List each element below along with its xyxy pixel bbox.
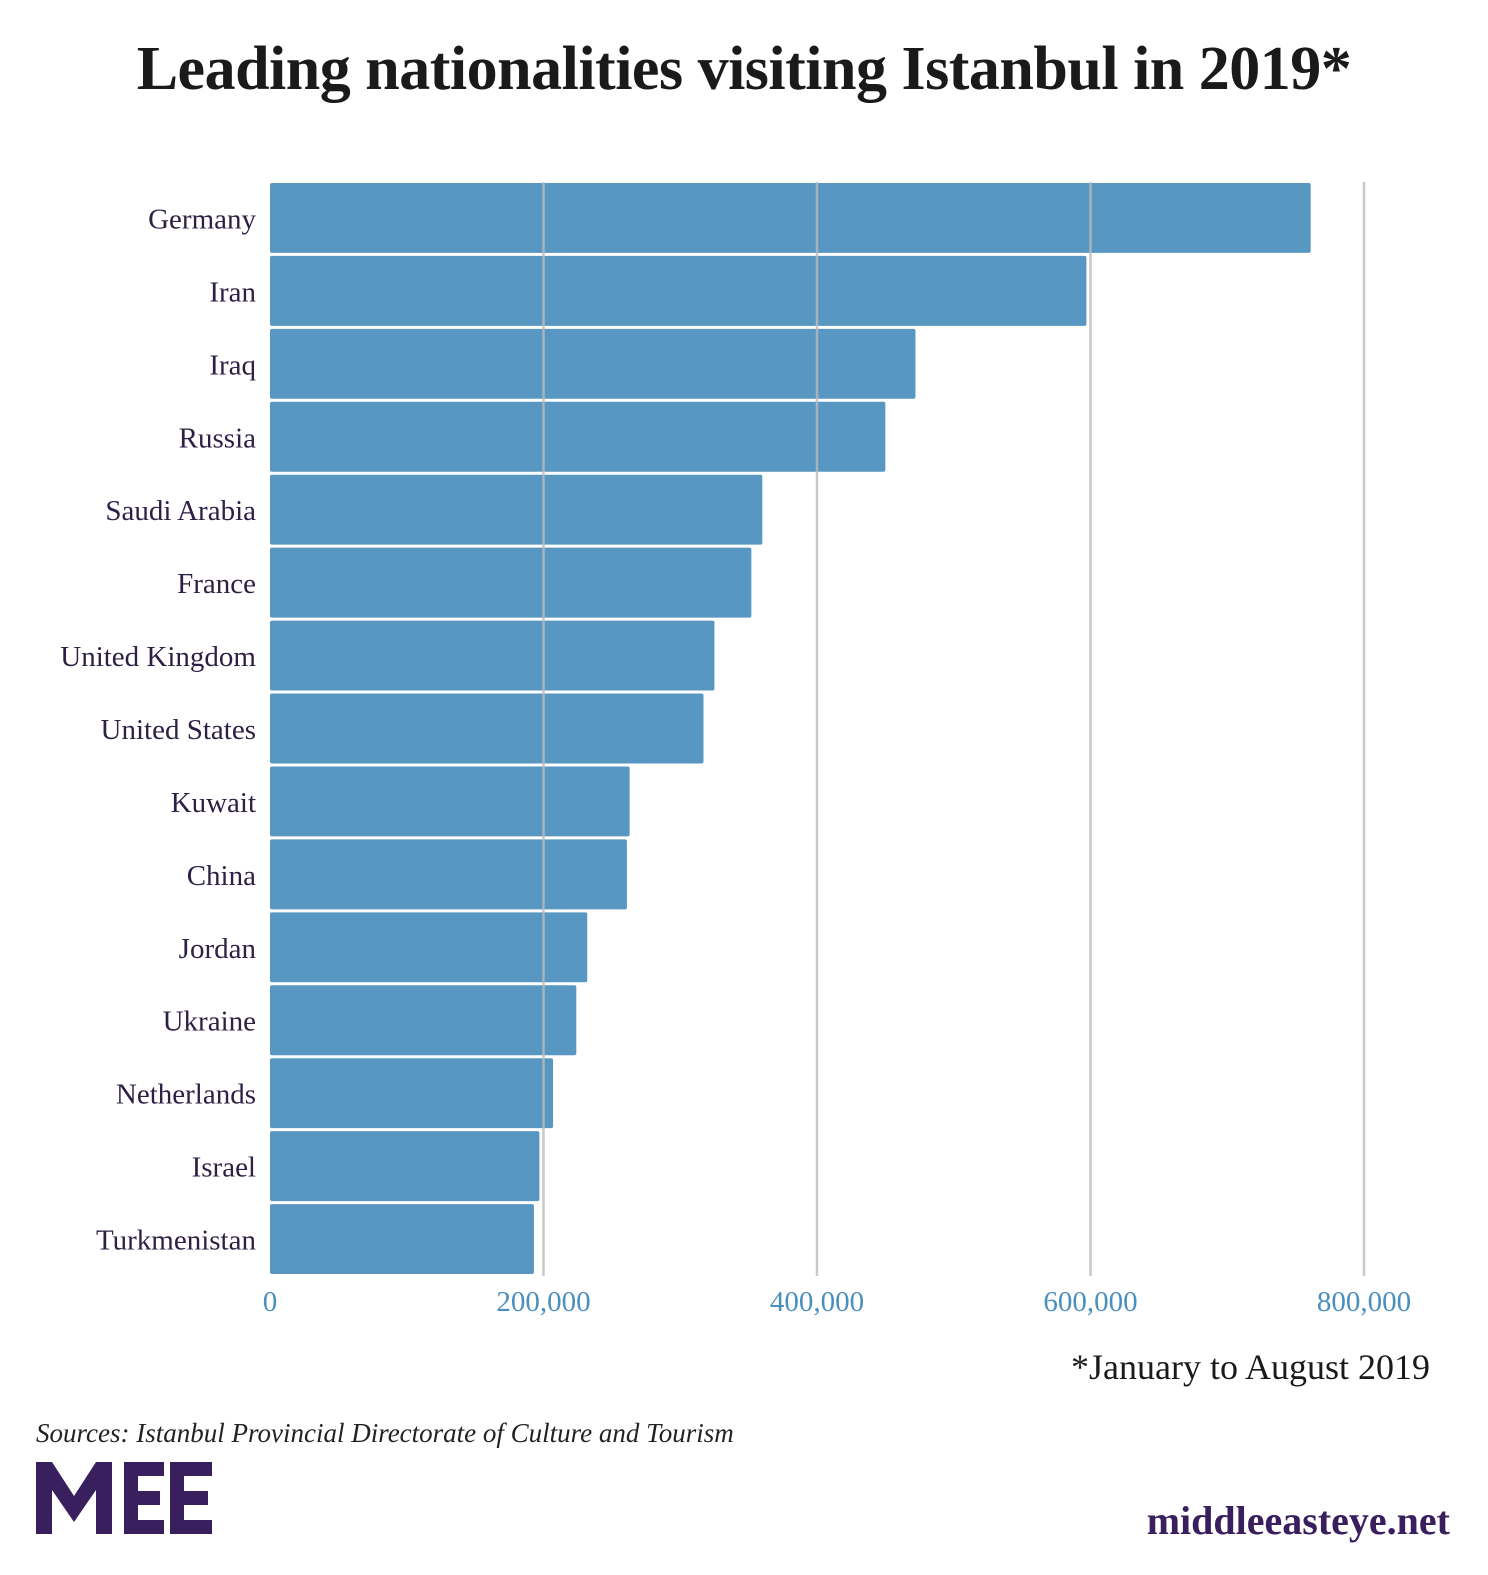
site-url: middleeasteye.net [1146,1498,1450,1543]
bar [270,328,916,399]
bar [270,1131,540,1202]
bar [270,912,588,983]
category-label: United Kingdom [60,641,256,673]
bar [270,1058,554,1129]
bar [270,183,1311,253]
bar [270,474,763,545]
category-label: Netherlands [116,1079,256,1111]
category-label: Saudi Arabia [105,495,256,527]
bar [270,1204,534,1274]
mee-logo [36,1462,212,1534]
bar [270,401,886,472]
category-label: Iraq [209,349,256,381]
category-label: Iran [209,276,256,308]
x-tick-label: 200,000 [496,1286,590,1318]
category-label: Russia [179,422,256,454]
bar-chart: Germany Iran Iraq Russia Saudi Arabia France U… [60,182,1411,1318]
source-text: Sources: Istanbul Provincial Directorate… [36,1418,734,1448]
x-tick-label: 800,000 [1317,1286,1411,1318]
chart-title: Leading nationalities visiting Istanbul … [136,35,1352,103]
bar [270,985,577,1056]
bar [270,693,704,764]
x-tick-label: 0 [263,1286,278,1318]
category-label: United States [101,714,256,746]
bar [270,255,1087,326]
category-label: Kuwait [171,787,256,819]
bar [270,620,715,691]
category-label: Germany [148,203,256,235]
category-label: France [177,568,256,600]
bar [270,766,630,837]
category-label: Turkmenistan [96,1225,257,1257]
bar [270,547,752,618]
bar [270,839,627,910]
category-label: Jordan [179,933,257,965]
category-label: Israel [192,1152,256,1184]
footnote: *January to August 2019 [1071,1347,1430,1387]
x-tick-label: 400,000 [770,1286,864,1318]
x-tick-label: 600,000 [1043,1286,1137,1318]
category-label: Ukraine [163,1006,256,1038]
category-label: China [187,860,256,892]
